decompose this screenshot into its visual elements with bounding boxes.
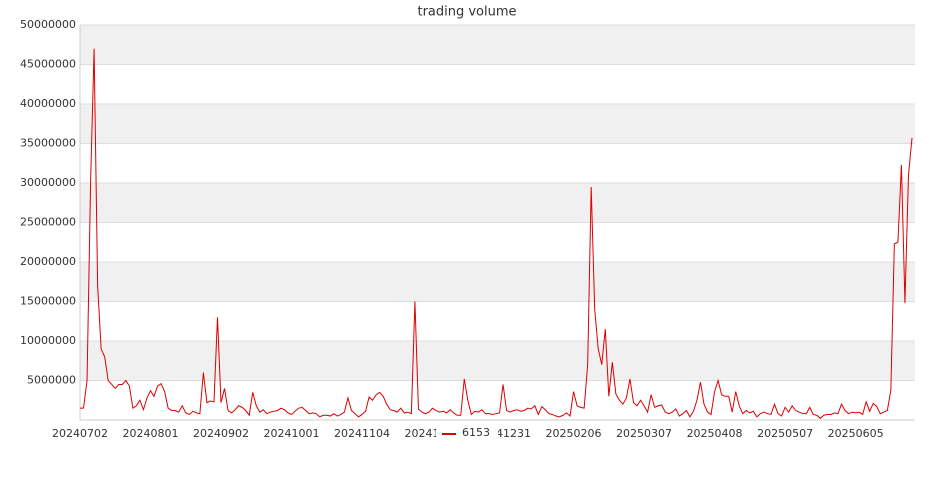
x-tick-label: 20241104 xyxy=(334,427,390,440)
y-tick-label: 50000000 xyxy=(20,18,76,31)
x-tick-label: 20250206 xyxy=(546,427,602,440)
x-tick-label: 20240702 xyxy=(52,427,108,440)
grid-band xyxy=(80,25,915,65)
x-tick-label: 20250307 xyxy=(616,427,672,440)
x-tick-label: 20240801 xyxy=(123,427,179,440)
legend-box xyxy=(436,424,498,444)
line xyxy=(80,48,913,420)
x-tick-label: 20240902 xyxy=(193,427,249,440)
x-tick-label: 20241001 xyxy=(264,427,320,440)
y-tick-label: 30000000 xyxy=(20,176,76,189)
x-tick-label: 20250605 xyxy=(828,427,884,440)
y-tick-label: 45000000 xyxy=(20,58,76,71)
grid-band xyxy=(80,262,915,302)
y-tick-label: 40000000 xyxy=(20,97,76,110)
y-tick-label: 25000000 xyxy=(20,216,76,229)
y-tick-label: 20000000 xyxy=(20,255,76,268)
grid-band xyxy=(80,183,915,223)
legend: 6153 xyxy=(436,424,498,444)
x-tick-label: 20250408 xyxy=(687,427,743,440)
y-tick-label: 5000000 xyxy=(27,374,76,387)
legend-label: 6153 xyxy=(462,426,490,439)
y-tick-label: 35000000 xyxy=(20,137,76,150)
chart-title: trading volume xyxy=(417,5,516,20)
y-tick-label: 10000000 xyxy=(20,334,76,347)
grid-band xyxy=(80,341,915,381)
y-tick-label: 15000000 xyxy=(20,295,76,308)
x-tick-label: 20250507 xyxy=(757,427,813,440)
grid-band xyxy=(80,104,915,144)
